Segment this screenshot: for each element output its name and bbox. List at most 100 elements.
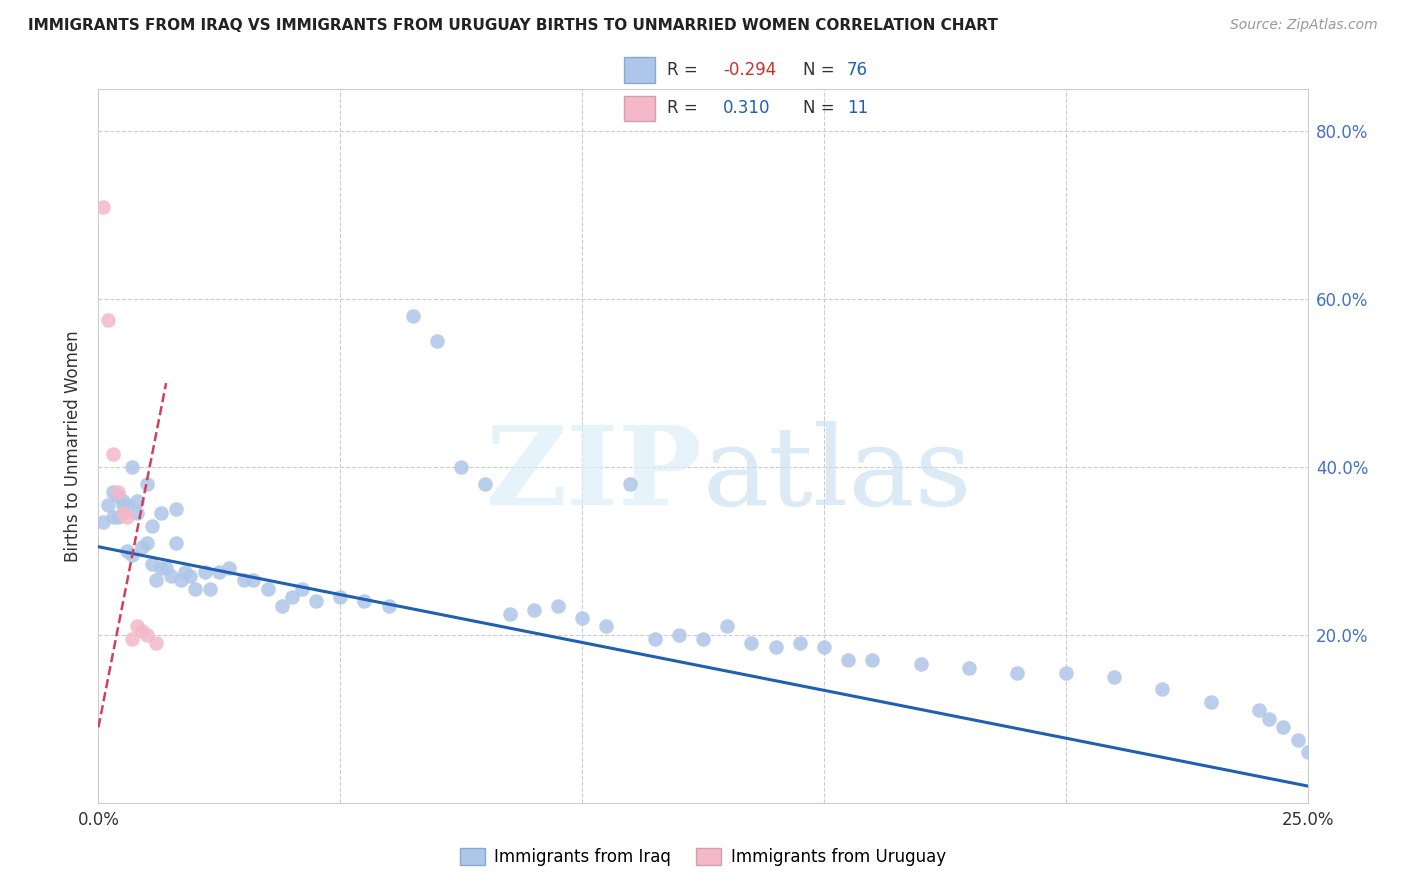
Point	[155, 560, 177, 574]
Point	[127, 619, 149, 633]
Point	[547, 599, 569, 613]
Point	[789, 636, 811, 650]
Point	[145, 574, 167, 588]
Point	[107, 510, 129, 524]
Point	[910, 657, 932, 672]
Point	[1272, 720, 1295, 734]
Point	[174, 565, 197, 579]
Point	[426, 334, 449, 348]
Point	[450, 460, 472, 475]
Point	[474, 476, 496, 491]
Text: N =: N =	[803, 100, 835, 118]
Point	[141, 518, 163, 533]
Point	[595, 619, 617, 633]
Text: atlas: atlas	[703, 421, 973, 528]
Point	[101, 447, 124, 461]
Point	[135, 476, 157, 491]
Point	[1257, 712, 1279, 726]
Point	[957, 661, 980, 675]
Point	[353, 594, 375, 608]
Point	[107, 489, 129, 503]
Point	[305, 594, 328, 608]
Point	[377, 599, 399, 613]
Point	[271, 599, 294, 613]
Point	[91, 515, 114, 529]
Point	[402, 309, 425, 323]
Point	[837, 653, 859, 667]
Point	[121, 548, 143, 562]
Point	[121, 460, 143, 475]
Point	[1249, 703, 1271, 717]
Point	[135, 535, 157, 549]
Point	[198, 582, 221, 596]
Point	[165, 535, 187, 549]
Point	[498, 607, 520, 621]
Point	[107, 485, 129, 500]
Text: R =: R =	[668, 100, 697, 118]
Point	[117, 510, 139, 524]
Point	[131, 540, 153, 554]
Point	[692, 632, 714, 646]
FancyBboxPatch shape	[624, 57, 655, 83]
Point	[1296, 746, 1319, 760]
Point	[1007, 665, 1029, 680]
Point	[117, 544, 139, 558]
Point	[97, 498, 120, 512]
Point	[740, 636, 762, 650]
Point	[218, 560, 240, 574]
Point	[813, 640, 835, 655]
Text: N =: N =	[803, 61, 835, 78]
Point	[619, 476, 641, 491]
Y-axis label: Births to Unmarried Women: Births to Unmarried Women	[65, 330, 83, 562]
Text: 11: 11	[846, 100, 868, 118]
Point	[644, 632, 666, 646]
Point	[97, 313, 120, 327]
Point	[184, 582, 207, 596]
Point	[111, 506, 134, 520]
Point	[150, 506, 173, 520]
Point	[765, 640, 787, 655]
Text: Source: ZipAtlas.com: Source: ZipAtlas.com	[1230, 18, 1378, 32]
Point	[121, 632, 143, 646]
Point	[91, 200, 114, 214]
Point	[290, 582, 312, 596]
Point	[179, 569, 201, 583]
Point	[145, 636, 167, 650]
Point	[165, 502, 187, 516]
Point	[1152, 682, 1174, 697]
Point	[208, 565, 231, 579]
Point	[523, 603, 546, 617]
Text: -0.294: -0.294	[723, 61, 776, 78]
Point	[111, 493, 134, 508]
Point	[194, 565, 217, 579]
Text: IMMIGRANTS FROM IRAQ VS IMMIGRANTS FROM URUGUAY BIRTHS TO UNMARRIED WOMEN CORREL: IMMIGRANTS FROM IRAQ VS IMMIGRANTS FROM …	[28, 18, 998, 33]
Text: 0.310: 0.310	[723, 100, 770, 118]
Point	[860, 653, 883, 667]
Point	[1054, 665, 1077, 680]
Point	[127, 493, 149, 508]
Point	[668, 628, 690, 642]
Point	[1286, 732, 1309, 747]
Point	[160, 569, 183, 583]
Text: ZIP: ZIP	[486, 421, 703, 528]
Point	[127, 506, 149, 520]
Point	[101, 485, 124, 500]
Point	[232, 574, 254, 588]
Point	[101, 510, 124, 524]
Point	[571, 611, 593, 625]
Point	[329, 590, 352, 604]
Legend: Immigrants from Iraq, Immigrants from Uruguay: Immigrants from Iraq, Immigrants from Ur…	[451, 840, 955, 875]
Point	[242, 574, 264, 588]
Text: R =: R =	[668, 61, 697, 78]
Point	[141, 557, 163, 571]
Point	[111, 498, 134, 512]
Point	[281, 590, 304, 604]
FancyBboxPatch shape	[624, 95, 655, 121]
Point	[716, 619, 738, 633]
Point	[150, 560, 173, 574]
Point	[131, 624, 153, 638]
Point	[256, 582, 278, 596]
Point	[1199, 695, 1222, 709]
Point	[169, 574, 191, 588]
Point	[135, 628, 157, 642]
